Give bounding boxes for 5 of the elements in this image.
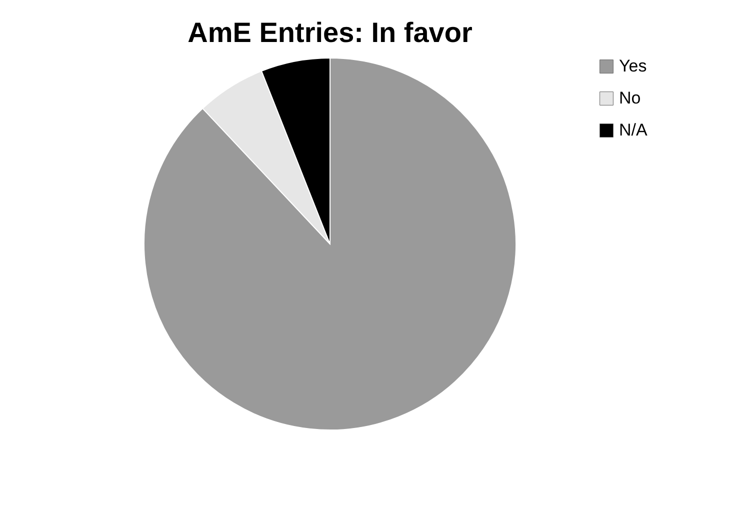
legend-label: N/A	[619, 120, 648, 140]
legend-label: Yes	[619, 56, 647, 76]
chart-title: AmE Entries: In favor	[188, 17, 472, 48]
legend-label: No	[619, 88, 641, 108]
pie-slice	[144, 58, 516, 430]
